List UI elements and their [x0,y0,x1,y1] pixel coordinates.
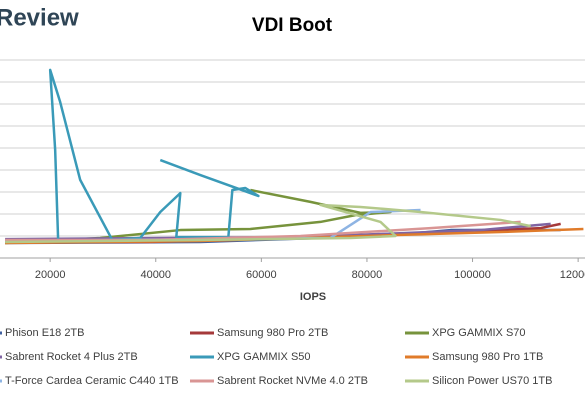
x-tick-label: 80000 [352,269,383,281]
series-line [5,222,551,241]
x-tick-label: 60000 [246,269,277,281]
logo: Review [0,4,79,31]
x-axis-title: IOPS [300,291,326,303]
x-tick-label: 120000 [560,269,585,281]
legend-label: Samsung 980 Pro 2TB [217,327,328,339]
x-tick-label: 40000 [140,269,171,281]
legend-label: Samsung 980 Pro 1TB [432,351,543,363]
legend-label: Silicon Power US70 1TB [432,375,552,387]
legend-label: Sabrent Rocket 4 Plus 2TB [5,351,138,363]
legend-label: Phison E18 2TB [5,327,85,339]
x-tick-label: 100000 [454,269,491,281]
legend-label: XPG GAMMIX S50 [217,351,311,363]
chart-title: VDI Boot [252,15,333,36]
x-tick-label: 20000 [35,269,66,281]
series-line [10,68,260,244]
series-line [5,188,392,245]
legend-label: T-Force Cardea Ceramic C440 1TB [5,375,179,387]
series-line [5,203,531,244]
legend-label: XPG GAMMIX S70 [432,327,526,339]
legend-label: Sabrent Rocket NVMe 4.0 2TB [217,375,368,387]
